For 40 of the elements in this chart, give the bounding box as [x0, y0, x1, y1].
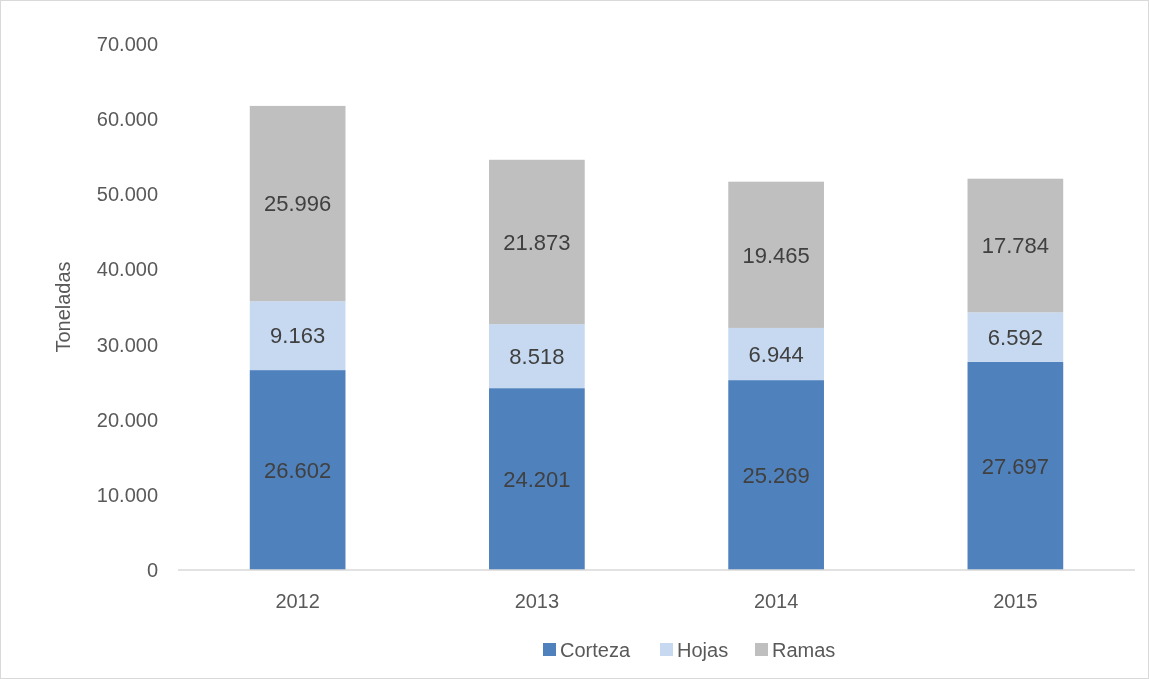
x-tick-label: 2014 — [753, 590, 799, 612]
legend-label: Corteza — [560, 639, 631, 661]
x-tick-label: 2012 — [275, 590, 320, 612]
y-tick-label: 0 — [146, 559, 158, 581]
legend-label: Ramas — [772, 639, 836, 661]
bar — [967, 361, 1064, 570]
data-label: 25.996 — [263, 191, 332, 217]
bar — [249, 301, 346, 371]
data-label: 24.201 — [503, 466, 571, 492]
x-tick-label: 2013 — [514, 590, 560, 612]
bar — [249, 105, 346, 302]
bar — [728, 327, 824, 381]
y-tick-label: 70.000 — [96, 33, 158, 55]
data-label: 9.163 — [270, 323, 326, 349]
data-label: 6.944 — [748, 341, 804, 367]
y-tick-label: 20.000 — [96, 408, 158, 431]
bar — [249, 370, 346, 570]
bar — [489, 388, 585, 570]
bar — [489, 324, 585, 389]
bar — [967, 178, 1064, 313]
data-label: 8.518 — [509, 343, 565, 369]
data-label: 27.697 — [981, 453, 1050, 479]
y-tick-label: 50.000 — [96, 183, 158, 206]
data-label: 17.784 — [981, 233, 1050, 259]
bar — [728, 380, 824, 570]
legend-label: Hojas — [677, 639, 729, 661]
x-tick-label: 2015 — [993, 590, 1038, 612]
y-tick-label: 60.000 — [96, 108, 158, 131]
bar — [489, 159, 585, 325]
data-label: 19.465 — [742, 242, 810, 268]
y-tick-label: 40.000 — [96, 258, 158, 281]
y-tick-label: 10.000 — [96, 483, 158, 506]
data-label: 6.592 — [987, 324, 1043, 350]
bar — [728, 181, 824, 328]
data-label: 25.269 — [742, 462, 810, 488]
data-label: 26.602 — [263, 457, 332, 483]
data-label: 21.873 — [503, 229, 571, 255]
bar — [967, 312, 1064, 362]
y-tick-label: 30.000 — [96, 333, 158, 356]
y-axis-title: Toneladas — [52, 261, 74, 353]
